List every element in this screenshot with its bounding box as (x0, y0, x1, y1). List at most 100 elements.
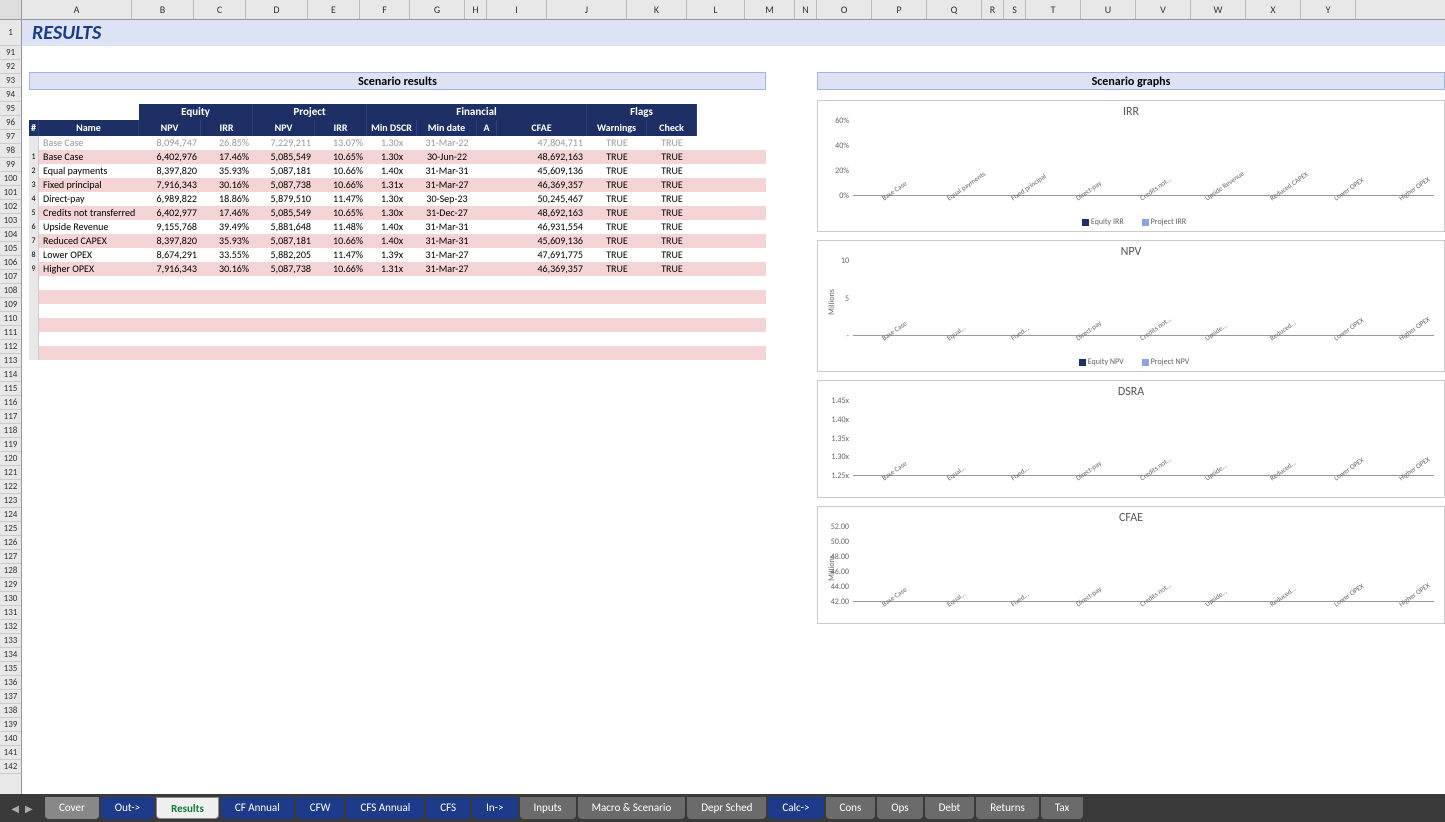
sheet-tab-results[interactable]: Results (156, 797, 219, 819)
sheet-tab-debt[interactable]: Debt (925, 797, 975, 819)
col-header-Y[interactable]: Y (1301, 0, 1356, 19)
col-header-K[interactable]: K (627, 0, 687, 19)
row-header-132[interactable]: 132 (0, 620, 21, 634)
sheet-tab-cover[interactable]: Cover (45, 797, 99, 819)
row-header-120[interactable]: 120 (0, 452, 21, 466)
sheet-tab-in-[interactable]: In-> (472, 797, 517, 819)
sheet-tab-cons[interactable]: Cons (826, 797, 876, 819)
sheet-tab-inputs[interactable]: Inputs (520, 797, 576, 819)
col-header-N[interactable]: N (795, 0, 817, 19)
row-header-130[interactable]: 130 (0, 592, 21, 606)
row-header-127[interactable]: 127 (0, 550, 21, 564)
row-header-100[interactable]: 100 (0, 172, 21, 186)
row-header-104[interactable]: 104 (0, 228, 21, 242)
table-row[interactable]: 8Lower OPEX8,674,29133.55%5,882,20511.47… (29, 248, 766, 262)
row-header-92[interactable]: 92 (0, 60, 21, 74)
table-row[interactable]: 7Reduced CAPEX8,397,82035.93%5,087,18110… (29, 234, 766, 248)
col-header-M[interactable]: M (745, 0, 795, 19)
row-header-133[interactable]: 133 (0, 634, 21, 648)
row-header-95[interactable]: 95 (0, 102, 21, 116)
row-header-113[interactable]: 113 (0, 354, 21, 368)
col-header-U[interactable]: U (1081, 0, 1136, 19)
row-header-142[interactable]: 142 (0, 760, 21, 774)
table-row-empty[interactable] (29, 332, 766, 346)
table-row-empty[interactable] (29, 318, 766, 332)
sheet-tab-macro-scenario[interactable]: Macro & Scenario (578, 797, 686, 819)
row-header-136[interactable]: 136 (0, 676, 21, 690)
row-header-101[interactable]: 101 (0, 186, 21, 200)
row-header-102[interactable]: 102 (0, 200, 21, 214)
row-header-125[interactable]: 125 (0, 522, 21, 536)
row-header-97[interactable]: 97 (0, 130, 21, 144)
row-header-99[interactable]: 99 (0, 158, 21, 172)
sheet-tab-cfw[interactable]: CFW (296, 797, 345, 819)
col-header-W[interactable]: W (1191, 0, 1246, 19)
table-row[interactable]: 2Equal payments8,397,82035.93%5,087,1811… (29, 164, 766, 178)
col-header-D[interactable]: D (246, 0, 308, 19)
col-header-X[interactable]: X (1246, 0, 1301, 19)
row-header-119[interactable]: 119 (0, 438, 21, 452)
sheet-tab-ops[interactable]: Ops (877, 797, 922, 819)
col-header-A[interactable]: A (22, 0, 132, 19)
row-header-91[interactable]: 91 (0, 46, 21, 60)
row-header-105[interactable]: 105 (0, 242, 21, 256)
row-header-141[interactable]: 141 (0, 746, 21, 760)
row-header-94[interactable]: 94 (0, 88, 21, 102)
col-header-G[interactable]: G (410, 0, 465, 19)
row-header-134[interactable]: 134 (0, 648, 21, 662)
row-header-118[interactable]: 118 (0, 424, 21, 438)
tab-prev-icon[interactable]: ◀ (11, 802, 19, 815)
sheet-tab-cf-annual[interactable]: CF Annual (221, 797, 294, 819)
table-row-empty[interactable] (29, 276, 766, 290)
sheet-tab-calc-[interactable]: Calc-> (768, 797, 823, 819)
row-header-114[interactable]: 114 (0, 368, 21, 382)
row-header-122[interactable]: 122 (0, 480, 21, 494)
col-header-C[interactable]: C (194, 0, 246, 19)
row-header-123[interactable]: 123 (0, 494, 21, 508)
row-header-129[interactable]: 129 (0, 578, 21, 592)
row-header-131[interactable]: 131 (0, 606, 21, 620)
table-row[interactable]: 3Fixed principal7,916,34330.16%5,087,738… (29, 178, 766, 192)
sheet-tab-cfs-annual[interactable]: CFS Annual (346, 797, 424, 819)
row-header-140[interactable]: 140 (0, 732, 21, 746)
row-header-109[interactable]: 109 (0, 298, 21, 312)
col-header-P[interactable]: P (872, 0, 927, 19)
table-row[interactable]: 1Base Case6,402,97617.46%5,085,54910.65%… (29, 150, 766, 164)
col-header-O[interactable]: O (817, 0, 872, 19)
col-header-L[interactable]: L (687, 0, 745, 19)
sheet-tab-cfs[interactable]: CFS (426, 797, 470, 819)
row-header-128[interactable]: 128 (0, 564, 21, 578)
select-all-corner[interactable] (0, 0, 22, 19)
table-row[interactable]: 4Direct-pay6,989,82218.86%5,879,51011.47… (29, 192, 766, 206)
sheet-tab-returns[interactable]: Returns (976, 797, 1039, 819)
table-row-empty[interactable] (29, 290, 766, 304)
row-header-106[interactable]: 106 (0, 256, 21, 270)
col-header-E[interactable]: E (308, 0, 360, 19)
row-header-103[interactable]: 103 (0, 214, 21, 228)
table-row[interactable]: 5Credits not transferred6,402,97717.46%5… (29, 206, 766, 220)
table-row[interactable]: Base Case8,094,74726.85%7,229,21113.07%1… (29, 136, 766, 150)
sheet-tab-tax[interactable]: Tax (1041, 797, 1083, 819)
table-row-empty[interactable] (29, 304, 766, 318)
row-header-108[interactable]: 108 (0, 284, 21, 298)
row-header-112[interactable]: 112 (0, 340, 21, 354)
row-header-121[interactable]: 121 (0, 466, 21, 480)
col-header-H[interactable]: H (465, 0, 487, 19)
row-header-139[interactable]: 139 (0, 718, 21, 732)
col-header-J[interactable]: J (547, 0, 627, 19)
row-header-124[interactable]: 124 (0, 508, 21, 522)
col-header-T[interactable]: T (1026, 0, 1081, 19)
col-header-F[interactable]: F (360, 0, 410, 19)
table-row[interactable]: 9Higher OPEX7,916,34330.16%5,087,73810.6… (29, 262, 766, 276)
table-row-empty[interactable] (29, 346, 766, 360)
sheet-tab-out-[interactable]: Out-> (101, 797, 154, 819)
row-header-107[interactable]: 107 (0, 270, 21, 284)
worksheet[interactable]: RESULTS Scenario results Equity Project … (22, 20, 1445, 794)
row-header-110[interactable]: 110 (0, 312, 21, 326)
row-header-98[interactable]: 98 (0, 144, 21, 158)
row-header-96[interactable]: 96 (0, 116, 21, 130)
row-header-135[interactable]: 135 (0, 662, 21, 676)
col-header-S[interactable]: S (1004, 0, 1026, 19)
row-header-93[interactable]: 93 (0, 74, 21, 88)
tab-next-icon[interactable]: ▶ (25, 802, 33, 815)
